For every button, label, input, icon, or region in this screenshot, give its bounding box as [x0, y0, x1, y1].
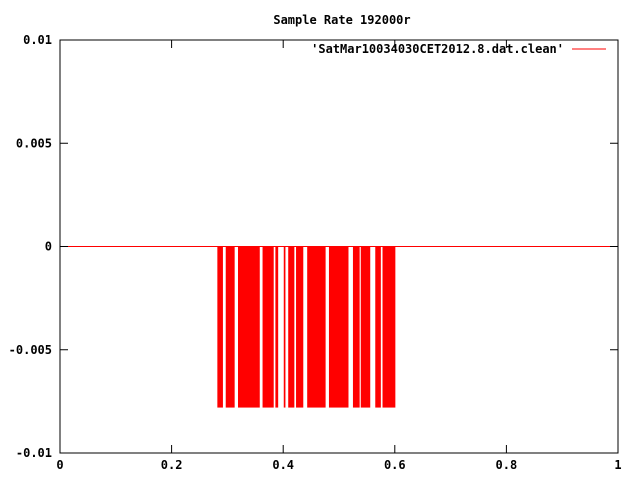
- series-pulse-mark: [262, 246, 274, 408]
- series-pulse-mark: [288, 246, 295, 408]
- series-pulse-mark: [217, 246, 223, 408]
- x-tick-label: 0.4: [272, 458, 294, 472]
- series-pulse-mark: [307, 246, 326, 408]
- series-pulse-mark: [283, 246, 286, 408]
- chart-title: Sample Rate 192000r: [273, 13, 410, 27]
- axes: 0 0.2 0.4 0.6 0.8 1 0.01 0.005 0 -0.005 -0.01: [9, 33, 622, 472]
- series-pulse-mark: [352, 246, 360, 408]
- series-pulse-mark: [375, 246, 381, 408]
- x-tick-label: 0.6: [384, 458, 406, 472]
- series-pulse-mark: [275, 246, 279, 408]
- series-pulse-mark: [225, 246, 235, 408]
- x-tick-label: 0.2: [161, 458, 183, 472]
- series-pulse-mark: [238, 246, 260, 408]
- y-tick-label: -0.005: [9, 343, 52, 357]
- plot-area: [60, 246, 618, 408]
- y-tick-label: 0: [45, 240, 52, 254]
- x-tick-label: 0.8: [496, 458, 518, 472]
- legend-label: 'SatMar10034030CET2012.8.dat.clean': [311, 42, 564, 56]
- series-pulse-mark: [382, 246, 396, 408]
- y-tick-label: -0.01: [16, 446, 52, 460]
- series-pulse-mark: [360, 246, 371, 408]
- series-0: [60, 246, 618, 408]
- series-pulse-mark: [296, 246, 304, 408]
- series-pulse-mark: [328, 246, 349, 408]
- legend: 'SatMar10034030CET2012.8.dat.clean': [311, 42, 606, 56]
- y-tick-label: 0.01: [23, 33, 52, 47]
- x-tick-label: 0: [56, 458, 63, 472]
- y-tick-label: 0.005: [16, 136, 52, 150]
- x-tick-label: 1: [614, 458, 621, 472]
